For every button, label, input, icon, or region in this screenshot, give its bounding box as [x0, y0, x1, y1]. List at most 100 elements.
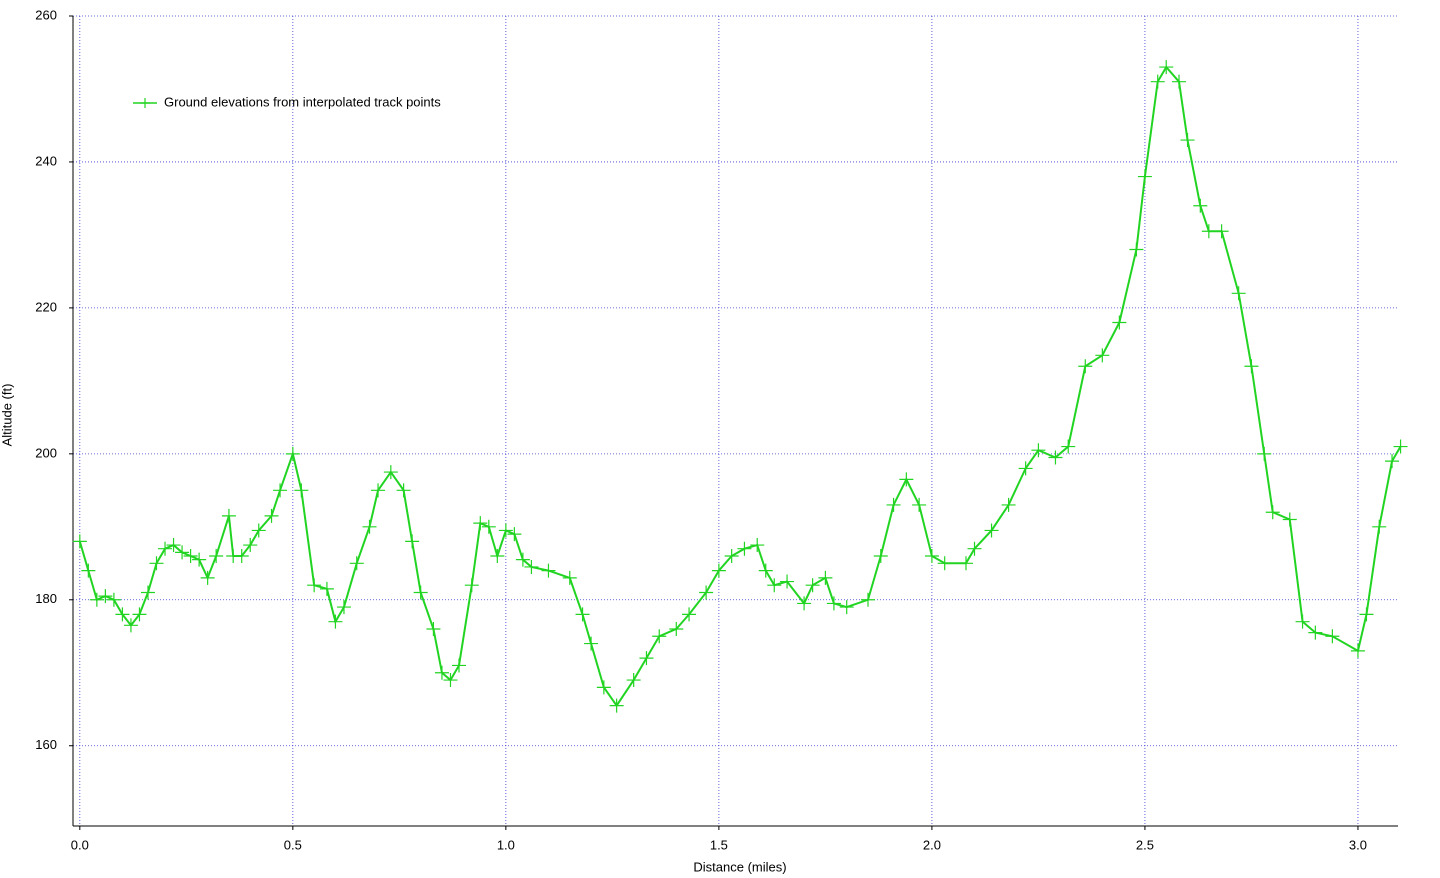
point-marker: [541, 563, 556, 578]
point-marker: [805, 578, 820, 593]
point-marker: [818, 570, 833, 585]
point-marker: [826, 596, 841, 611]
point-marker: [575, 607, 590, 622]
point-marker: [780, 574, 795, 589]
y-axis-title: Altitude (ft): [0, 384, 14, 447]
series-line: [78, 65, 1402, 708]
point-marker: [1350, 643, 1365, 658]
point-marker: [396, 483, 411, 498]
point-marker: [797, 596, 812, 611]
point-marker: [434, 665, 449, 680]
x-tick-label: 2.0: [923, 837, 941, 852]
y-tick-label: 220: [35, 299, 57, 314]
point-marker: [405, 534, 420, 549]
x-axis-title: Distance (miles): [693, 859, 786, 874]
point-marker: [515, 552, 530, 567]
point-marker: [1244, 359, 1259, 374]
point-marker: [937, 556, 952, 571]
point-marker: [1325, 629, 1340, 644]
x-tick-label: 0.0: [71, 837, 89, 852]
point-marker: [132, 607, 147, 622]
point-marker: [724, 549, 739, 563]
point-marker: [1001, 497, 1016, 512]
point-marker: [1112, 315, 1127, 330]
point-marker: [1095, 348, 1110, 363]
point-marker: [1308, 625, 1323, 640]
y-tick-label: 160: [35, 737, 57, 752]
point-marker: [1159, 60, 1174, 75]
point-marker: [1078, 359, 1093, 374]
point-marker: [682, 607, 697, 622]
point-marker: [273, 483, 288, 498]
point-marker: [596, 680, 611, 695]
point-marker: [767, 578, 782, 593]
point-marker: [1193, 198, 1208, 213]
point-marker: [106, 592, 121, 607]
y-tick-label: 240: [35, 153, 57, 168]
x-tick-label: 3.0: [1349, 837, 1367, 852]
point-marker: [1257, 446, 1272, 461]
point-marker: [1393, 439, 1408, 454]
point-marker: [669, 621, 684, 636]
point-marker: [958, 556, 973, 571]
point-marker: [264, 508, 279, 523]
y-tick-label: 260: [35, 7, 57, 22]
point-marker: [1265, 505, 1280, 520]
x-tick-label: 2.5: [1136, 837, 1154, 852]
point-marker: [490, 549, 505, 563]
point-marker: [158, 541, 173, 556]
y-tick-label: 180: [35, 591, 57, 606]
point-marker: [524, 559, 539, 574]
point-marker: [285, 446, 300, 461]
point-marker: [451, 658, 466, 673]
point-marker: [371, 483, 386, 498]
point-marker: [251, 523, 266, 538]
point-marker: [1295, 614, 1310, 629]
point-marker: [328, 614, 343, 629]
point-marker: [1385, 454, 1400, 469]
legend-label: Ground elevations from interpolated trac…: [164, 94, 441, 109]
point-marker: [1172, 74, 1187, 89]
point-marker: [123, 618, 138, 633]
point-marker: [166, 538, 181, 553]
point-marker: [1372, 519, 1387, 534]
point-marker: [81, 563, 96, 578]
point-marker: [221, 508, 236, 523]
point-marker: [98, 589, 113, 604]
x-tick-label: 1.0: [497, 837, 515, 852]
point-marker: [1048, 450, 1063, 465]
point-marker: [349, 556, 364, 571]
point-marker: [72, 534, 87, 549]
point-marker: [473, 516, 488, 531]
point-marker: [319, 581, 334, 596]
point-marker: [498, 523, 513, 538]
point-marker: [1129, 242, 1144, 257]
point-marker: [426, 621, 441, 636]
x-tick-label: 1.5: [710, 837, 728, 852]
point-marker: [967, 541, 982, 556]
point-marker: [861, 592, 875, 607]
point-marker: [209, 549, 224, 563]
point-marker: [89, 592, 104, 607]
point-marker: [175, 545, 190, 560]
point-marker: [1137, 169, 1152, 184]
point-marker: [873, 549, 888, 563]
point-marker: [507, 527, 522, 542]
point-marker: [183, 549, 198, 563]
point-marker: [1282, 512, 1297, 527]
point-marker: [1150, 74, 1165, 89]
point-marker: [1018, 461, 1033, 476]
point-marker: [984, 523, 999, 538]
point-marker: [481, 519, 496, 534]
point-marker: [294, 483, 309, 498]
point-marker: [886, 497, 901, 512]
point-marker: [413, 585, 428, 600]
point-marker: [626, 673, 641, 688]
point-marker: [140, 585, 155, 600]
point-marker: [699, 585, 714, 600]
point-marker: [336, 600, 351, 615]
point-marker: [1061, 439, 1076, 454]
point-marker: [1180, 133, 1195, 148]
